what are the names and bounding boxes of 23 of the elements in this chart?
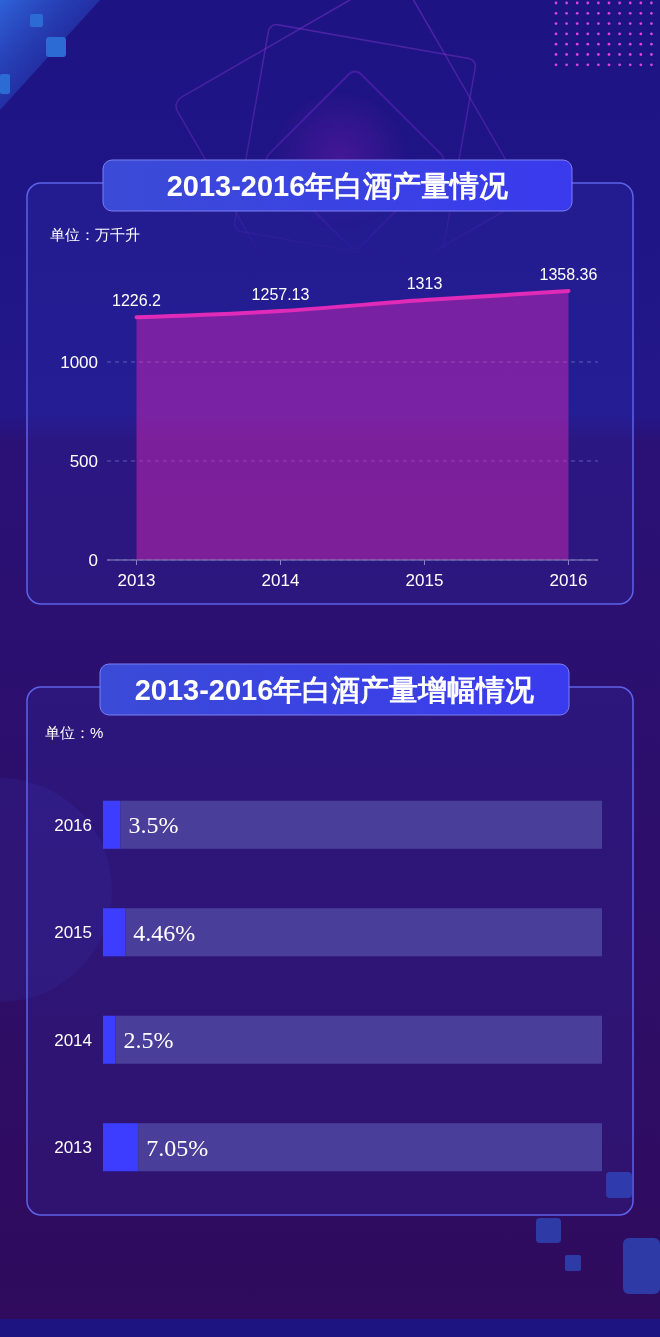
chart-title: 2013-2016年白酒产量情况	[166, 169, 510, 202]
y-tick-label: 2013	[54, 1138, 92, 1158]
data-label: 3.5%	[128, 812, 179, 839]
x-tick-label: 2015	[405, 571, 444, 590]
y-tick-label: 2016	[54, 815, 92, 835]
data-label: 1358.36	[539, 266, 598, 283]
data-label: 2.5%	[123, 1027, 174, 1054]
y-tick-label: 0	[88, 550, 98, 570]
data-label: 4.46%	[133, 919, 196, 946]
y-tick-label: 2015	[54, 923, 92, 943]
x-tick-label: 2016	[549, 571, 588, 590]
data-label: 1313	[406, 274, 443, 292]
x-tick-label: 2014	[261, 571, 300, 590]
x-tick-label: 2013	[117, 571, 156, 590]
y-tick-label: 500	[69, 451, 98, 471]
chart-title: 2013-2016年白酒产量增幅情况	[134, 673, 536, 706]
data-label: 1257.13	[251, 286, 310, 304]
data-label: 7.05%	[146, 1134, 209, 1161]
y-tick-label: 1000	[60, 352, 98, 372]
y-axis-title: 单位：万千升	[50, 226, 140, 243]
x-axis-title: 单位：%	[45, 724, 104, 741]
y-tick-label: 2014	[54, 1030, 92, 1050]
data-label: 1226.2	[112, 292, 162, 310]
